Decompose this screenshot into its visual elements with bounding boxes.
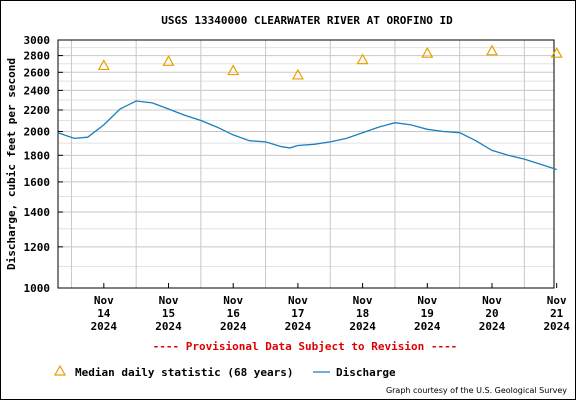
y-tick-label: 1400 <box>24 206 51 219</box>
discharge-line <box>57 100 557 171</box>
x-tick-day: 14 <box>97 307 111 320</box>
y-tick-label: 3000 <box>24 34 51 47</box>
x-tick-month: Nov <box>353 294 373 307</box>
y-tick-label: 2200 <box>24 104 51 117</box>
x-tick-month: Nov <box>482 294 502 307</box>
median-marker <box>356 53 369 65</box>
x-tick-day: 16 <box>227 307 241 320</box>
y-tick-label: 1200 <box>24 241 51 254</box>
x-tick-year: 2024 <box>285 320 312 333</box>
x-tick-day: 20 <box>485 307 498 320</box>
x-tick-day: 17 <box>291 307 304 320</box>
y-axis-ticks: 1000 1200 1400 1600 1800 2000 2200 2400 2600 2800… <box>24 34 63 295</box>
median-marker <box>291 68 304 80</box>
x-tick-month: Nov <box>547 294 567 307</box>
y-tick-label: 1600 <box>24 176 51 189</box>
x-tick-year: 2024 <box>155 320 182 333</box>
chart-title: USGS 13340000 CLEARWATER RIVER AT OROFIN… <box>161 14 453 27</box>
provisional-notice: ---- Provisional Data Subject to Revisio… <box>153 340 458 353</box>
x-tick-year: 2024 <box>91 320 118 333</box>
x-axis-ticks: Nov142024Nov152024Nov162024Nov172024Nov1… <box>91 283 570 333</box>
y-tick-label: 2000 <box>24 126 51 139</box>
y-tick-label: 2400 <box>24 84 51 97</box>
plot-area-border <box>57 39 555 289</box>
x-tick-year: 2024 <box>349 320 376 333</box>
legend: Median daily statistic (68 years) Discha… <box>53 364 396 379</box>
median-legend-icon <box>53 364 67 376</box>
y-tick-label: 2800 <box>24 50 51 63</box>
discharge-series <box>57 100 557 171</box>
median-marker <box>227 64 240 76</box>
median-marker <box>421 46 434 58</box>
x-tick-month: Nov <box>417 294 437 307</box>
median-marker <box>550 46 563 58</box>
median-series <box>97 44 563 80</box>
x-tick-month: Nov <box>223 294 243 307</box>
x-tick-day: 18 <box>356 307 369 320</box>
x-tick-month: Nov <box>94 294 114 307</box>
x-tick-year: 2024 <box>220 320 247 333</box>
x-tick-day: 15 <box>162 307 175 320</box>
y-axis-label: Discharge, cubic feet per second <box>5 58 18 270</box>
x-tick-day: 21 <box>550 307 564 320</box>
graph-credit: Graph courtesy of the U.S. Geological Su… <box>386 386 567 395</box>
discharge-legend-label: Discharge <box>336 366 396 379</box>
grid-lines <box>58 39 554 289</box>
x-tick-day: 19 <box>421 307 434 320</box>
x-tick-year: 2024 <box>414 320 441 333</box>
y-tick-label: 2600 <box>24 66 51 79</box>
median-marker <box>97 59 110 71</box>
median-legend-label: Median daily statistic (68 years) <box>75 366 294 379</box>
y-tick-label: 1800 <box>24 149 51 162</box>
x-tick-month: Nov <box>288 294 308 307</box>
x-tick-year: 2024 <box>543 320 570 333</box>
median-marker <box>485 44 499 56</box>
x-tick-year: 2024 <box>479 320 506 333</box>
median-marker <box>162 55 175 66</box>
y-tick-label: 1000 <box>24 282 51 295</box>
x-tick-month: Nov <box>159 294 179 307</box>
